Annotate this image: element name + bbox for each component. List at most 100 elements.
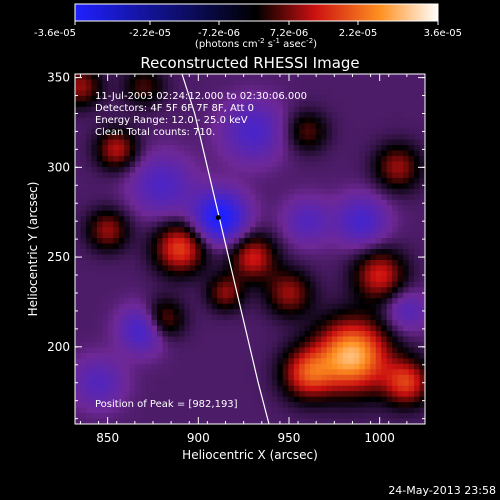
heatmap-cell: [392, 243, 399, 250]
heatmap-cell: [167, 336, 174, 343]
heatmap-cell: [91, 101, 98, 108]
heatmap-cell: [342, 139, 349, 146]
heatmap-cell: [282, 161, 289, 168]
heatmap-cell: [414, 74, 420, 80]
heatmap-cell: [189, 292, 196, 299]
heatmap-cell: [178, 385, 185, 392]
heatmap-cell: [255, 331, 262, 337]
heatmap-cell: [206, 325, 213, 332]
heatmap-cell: [342, 134, 349, 141]
heatmap-cell: [277, 303, 284, 310]
heatmap-cell: [75, 298, 81, 305]
heatmap-cell: [392, 380, 399, 387]
heatmap-cell: [157, 363, 163, 370]
heatmap-cell: [282, 254, 289, 261]
heatmap-cell: [85, 166, 92, 173]
heatmap-cell: [135, 298, 142, 305]
heatmap-cell: [359, 139, 366, 146]
heatmap-cell: [348, 90, 355, 97]
heatmap-cell: [304, 259, 311, 266]
heatmap-cell: [222, 276, 229, 283]
heatmap-cell: [255, 363, 262, 370]
heatmap-cell: [299, 314, 306, 321]
heatmap-cell: [277, 128, 284, 135]
heatmap-cell: [211, 101, 218, 108]
heatmap-cell: [151, 407, 158, 414]
heatmap-cell: [332, 407, 338, 414]
heatmap-cell: [157, 101, 163, 108]
heatmap-cell: [206, 287, 213, 294]
heatmap-cell: [392, 199, 399, 206]
heatmap-cell: [353, 369, 360, 376]
heatmap-cell: [282, 79, 289, 86]
heatmap-cell: [310, 123, 317, 130]
heatmap-cell: [233, 270, 240, 277]
heatmap-cell: [228, 205, 234, 212]
heatmap-cell: [250, 254, 256, 261]
heatmap-cell: [375, 161, 382, 168]
heatmap-cell: [239, 117, 245, 124]
heatmap-cell: [260, 407, 267, 414]
heatmap-cell: [260, 287, 267, 294]
heatmap-cell: [173, 418, 180, 424]
heatmap-cell: [129, 249, 136, 255]
heatmap-cell: [419, 95, 425, 102]
heatmap-cell: [184, 336, 191, 343]
heatmap-cell: [178, 74, 185, 80]
heatmap-cell: [326, 385, 333, 392]
heatmap-cell: [293, 298, 300, 305]
heatmap-cell: [381, 402, 388, 408]
heatmap-cell: [217, 177, 224, 184]
heatmap-cell: [96, 172, 103, 179]
heatmap-cell: [271, 134, 278, 141]
heatmap-cell: [113, 145, 120, 151]
heatmap-cell: [102, 101, 109, 108]
heatmap-cell: [157, 413, 163, 419]
heatmap-cell: [239, 331, 245, 337]
heatmap-cell: [162, 380, 169, 387]
heatmap-cell: [408, 232, 415, 239]
heatmap-cell: [348, 385, 355, 392]
heatmap-cell: [348, 150, 355, 157]
heatmap-cell: [386, 270, 393, 277]
heatmap-cell: [381, 177, 388, 184]
heatmap-cell: [364, 74, 371, 80]
heatmap-cell: [217, 139, 224, 146]
heatmap-cell: [102, 84, 109, 91]
heatmap-cell: [80, 402, 87, 408]
heatmap-cell: [353, 418, 360, 424]
heatmap-cell: [178, 281, 185, 288]
heatmap-cell: [102, 172, 109, 179]
heatmap-cell: [326, 84, 333, 91]
heatmap-cell: [195, 243, 202, 250]
heatmap-cell: [370, 112, 377, 119]
heatmap-cell: [140, 281, 147, 288]
heatmap-cell: [370, 90, 377, 97]
heatmap-cell: [146, 369, 152, 376]
heatmap-cell: [260, 391, 267, 398]
heatmap-cell: [403, 276, 409, 283]
heatmap-cell: [162, 418, 169, 424]
heatmap-cell: [321, 270, 327, 277]
heatmap-cell: [206, 336, 213, 343]
heatmap-cell: [206, 407, 213, 414]
heatmap-cell: [271, 347, 278, 354]
heatmap-cell: [403, 199, 409, 206]
heatmap-cell: [96, 205, 103, 212]
heatmap-cell: [414, 413, 420, 419]
heatmap-cell: [239, 188, 245, 195]
heatmap-cell: [277, 139, 284, 146]
heatmap-cell: [107, 194, 114, 201]
heatmap-cell: [222, 385, 229, 392]
heatmap-cell: [381, 232, 388, 239]
heatmap-cell: [124, 150, 131, 157]
heatmap-cell: [348, 172, 355, 179]
heatmap-cell: [348, 259, 355, 266]
heatmap-cell: [233, 123, 240, 130]
heatmap-cell: [304, 134, 311, 141]
heatmap-cell: [85, 128, 92, 135]
heatmap-cell: [381, 139, 388, 146]
heatmap-cell: [118, 413, 125, 419]
heatmap-cell: [151, 79, 158, 86]
heatmap-cell: [124, 123, 131, 130]
